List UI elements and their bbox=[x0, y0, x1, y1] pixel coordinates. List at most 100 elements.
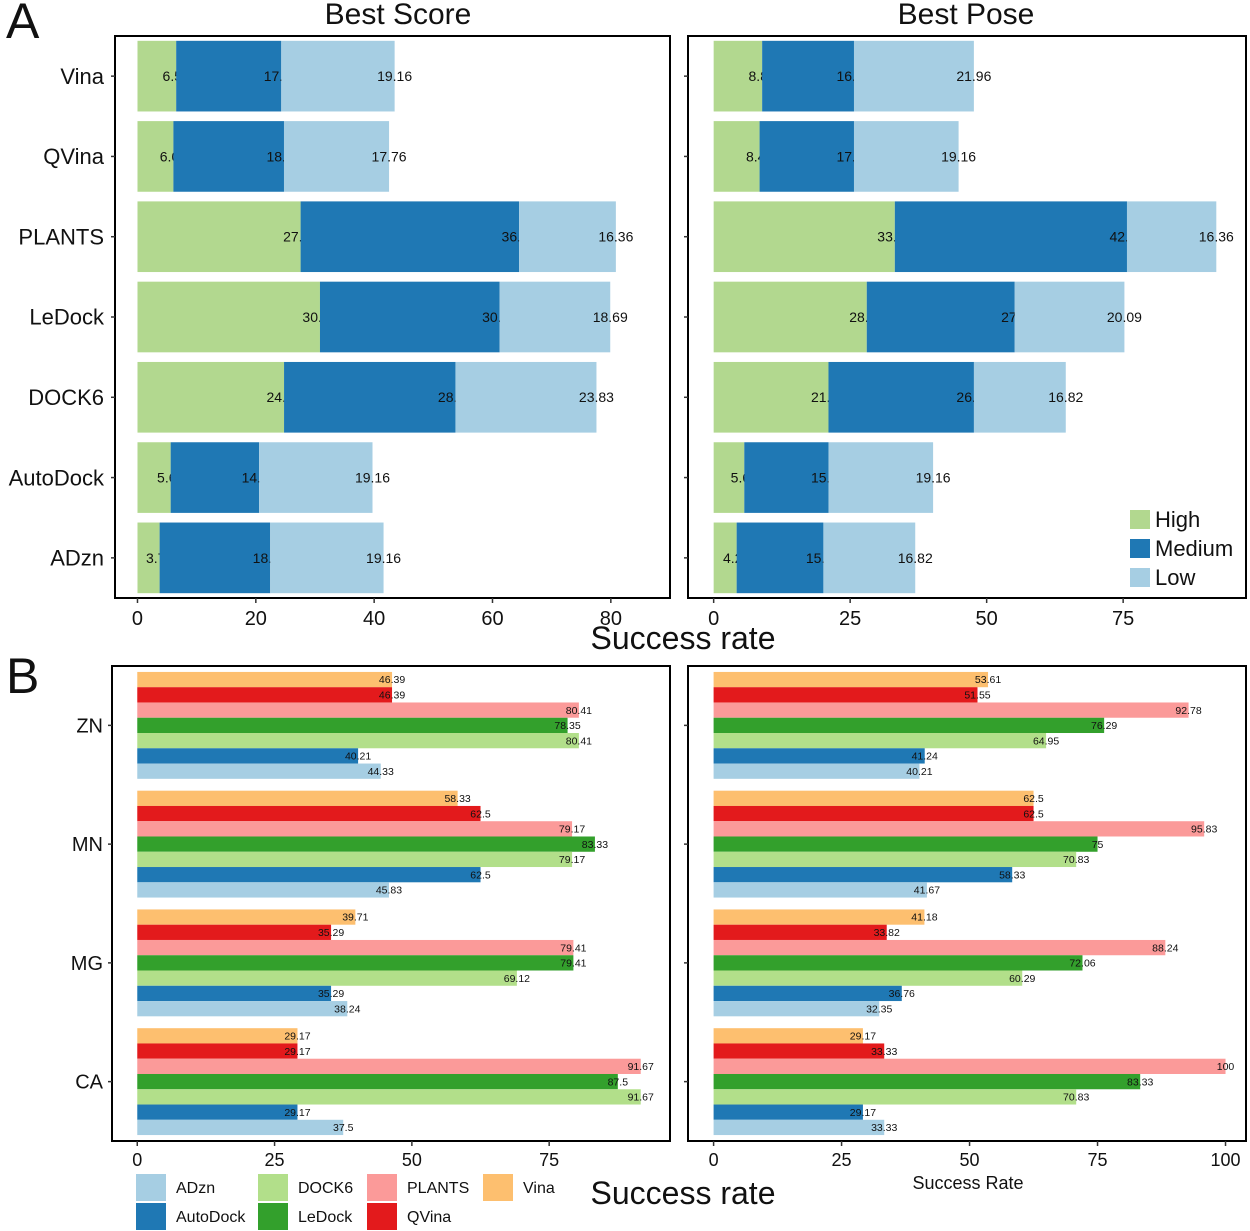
legend-quality: High Medium Low bbox=[1130, 507, 1233, 590]
chart-1-bar-ledock-medium bbox=[319, 281, 500, 353]
chart-3-value-label: 58.33 bbox=[444, 793, 470, 805]
chart-3-bar-mn-ledock bbox=[137, 836, 595, 852]
legend-swatch-plants bbox=[367, 1174, 397, 1201]
chart-3-value-label: 80.41 bbox=[566, 735, 592, 747]
chart-1-value-label: 19.16 bbox=[366, 550, 401, 566]
legend-label-dock6: DOCK6 bbox=[298, 1180, 353, 1197]
chart-3-bar-mn-vina bbox=[137, 790, 458, 806]
chart-1-bar-adzn-medium bbox=[159, 522, 271, 594]
chart-3-bar-ca-vina bbox=[137, 1028, 298, 1044]
chart-2-value-label: 19.16 bbox=[941, 148, 976, 164]
chart-4: 53.61 51.55 92.78 76.29 64.95 41.24 40.21 62.5 6… bbox=[684, 665, 1247, 1193]
legend-swatch-autodock bbox=[136, 1203, 166, 1230]
chart-2-bar-autodock-high bbox=[713, 442, 745, 513]
chart-4-bar-ca-dock6 bbox=[713, 1089, 1077, 1105]
chart-2-value-label: 16.82 bbox=[1048, 389, 1083, 405]
chart-3-x-tick-label: 50 bbox=[402, 1150, 422, 1170]
chart-4-value-label: 75 bbox=[1092, 839, 1104, 851]
chart-4-value-label: 33.82 bbox=[874, 927, 900, 939]
chart-4-value-label: 62.5 bbox=[1023, 793, 1044, 805]
chart-4-x-tick-label: 75 bbox=[1088, 1150, 1108, 1170]
chart-1-bar-vina-low bbox=[281, 40, 395, 112]
chart-4-bar-zn-adzn bbox=[713, 763, 920, 779]
legend-swatch-dock6 bbox=[258, 1174, 288, 1201]
chart-3-bar-zn-dock6 bbox=[137, 733, 579, 749]
chart-3-bar-ca-qvina bbox=[137, 1043, 298, 1059]
legend-swatch-high bbox=[1130, 510, 1150, 529]
chart-1-bar-vina-high bbox=[137, 40, 177, 112]
chart-4-value-label: 41.18 bbox=[911, 912, 937, 924]
chart-1-value-label: 16.36 bbox=[598, 229, 633, 245]
chart-4-x-axis-label: Success Rate bbox=[912, 1173, 1023, 1193]
chart-1-bar-dock6-medium bbox=[284, 361, 456, 433]
chart-3-value-label: 46.39 bbox=[379, 674, 405, 686]
chart-3-value-label: 44.33 bbox=[368, 766, 394, 778]
chart-3-value-label: 78.35 bbox=[554, 720, 580, 732]
chart-4-bar-zn-qvina bbox=[713, 687, 978, 703]
chart-4-bar-ca-plants bbox=[713, 1058, 1226, 1074]
chart-3-bar-zn-adzn bbox=[137, 763, 381, 779]
legend-label-qvina: QVina bbox=[407, 1209, 451, 1226]
chart-4-value-label: 53.61 bbox=[975, 674, 1001, 686]
chart-4-bar-mn-dock6 bbox=[713, 851, 1077, 868]
chart-3-value-label: 40.21 bbox=[345, 751, 371, 763]
chart-3: 46.39 46.39 80.41 78.35 80.41 40.21 44.33 58.33… bbox=[71, 665, 775, 1211]
chart-4-bar-zn-vina bbox=[713, 671, 989, 688]
chart-1-bar-vina-medium bbox=[176, 40, 282, 112]
chart-1-bar-autodock-medium bbox=[170, 442, 260, 513]
chart-1-category-label: Vina bbox=[60, 64, 104, 89]
chart-3-value-label: 87.5 bbox=[608, 1076, 629, 1088]
chart-3-value-label: 91.67 bbox=[628, 1092, 654, 1104]
chart-3-bar-ca-autodock bbox=[137, 1104, 298, 1120]
chart-4-bar-mg-autodock bbox=[713, 985, 902, 1002]
panel-label-b: B bbox=[6, 648, 39, 704]
chart-3-value-label: 79.41 bbox=[560, 958, 586, 970]
legend-label-adzn: ADzn bbox=[176, 1180, 215, 1197]
chart-3-value-label: 37.5 bbox=[333, 1122, 354, 1134]
chart-3-value-label: 79.17 bbox=[559, 824, 585, 836]
chart-3-value-label: 45.83 bbox=[376, 885, 402, 897]
chart-3-bar-mn-dock6 bbox=[137, 851, 573, 868]
chart-4-value-label: 29.17 bbox=[850, 1107, 876, 1119]
panel-label-a: A bbox=[6, 0, 40, 49]
chart-1-bar-adzn-low bbox=[270, 522, 384, 594]
chart-3-bar-zn-autodock bbox=[137, 748, 359, 764]
chart-4-bar-zn-autodock bbox=[713, 748, 925, 764]
chart-4-bar-mn-ledock bbox=[713, 836, 1098, 852]
chart-4-value-label: 60.29 bbox=[1009, 973, 1035, 985]
chart-1-value-label: 19.16 bbox=[377, 68, 412, 84]
chart-4-frame bbox=[687, 665, 1247, 1142]
chart-2-bar-adzn-low bbox=[823, 522, 916, 594]
chart-1-bar-dock6-high bbox=[137, 361, 285, 433]
chart-3-value-label: 29.17 bbox=[284, 1046, 310, 1058]
chart-2-bar-adzn-medium bbox=[736, 522, 824, 594]
chart-4-bar-ca-ledock bbox=[713, 1073, 1141, 1090]
chart-4-bar-mn-vina bbox=[713, 790, 1034, 806]
chart-1-value-label: 17.76 bbox=[372, 148, 407, 164]
chart-3-bar-ca-adzn bbox=[137, 1119, 344, 1136]
chart-4-bar-mg-ledock bbox=[713, 955, 1083, 971]
chart-1-bar-qvina-low bbox=[283, 121, 390, 192]
chart-2-x-tick-label: 50 bbox=[976, 608, 998, 630]
chart-2-value-label: 19.16 bbox=[916, 469, 951, 485]
chart-3-bar-mn-autodock bbox=[137, 867, 481, 883]
chart-3-value-label: 79.41 bbox=[560, 942, 586, 954]
legend-label-autodock: AutoDock bbox=[176, 1209, 246, 1226]
chart-4-value-label: 58.33 bbox=[999, 869, 1025, 881]
chart-3-category-label: MG bbox=[71, 953, 103, 975]
chart-4-bar-mg-plants bbox=[713, 939, 1166, 956]
legend-programs: ADzn AutoDock DOCK6 LeDock PLANTS QVina Vina bbox=[136, 1174, 555, 1230]
chart-2-bar-qvina-high bbox=[713, 121, 760, 192]
chart-4-bar-ca-adzn bbox=[713, 1119, 885, 1136]
legend-swatch-low bbox=[1130, 568, 1150, 587]
charts-layer: 6.5417.7619.166.0718.6917.7627.5736.9216… bbox=[9, 0, 1247, 1230]
chart-1-bar-plants-high bbox=[137, 201, 301, 273]
chart-4-value-label: 72.06 bbox=[1069, 958, 1095, 970]
chart-3-bar-ca-ledock bbox=[137, 1073, 618, 1090]
chart-2-title: Best Pose bbox=[898, 0, 1035, 31]
chart-1-value-label: 19.16 bbox=[355, 469, 390, 485]
chart-4-bar-zn-ledock bbox=[713, 717, 1105, 734]
chart-4-value-label: 33.33 bbox=[871, 1046, 897, 1058]
legend-label-high: High bbox=[1155, 507, 1200, 532]
chart-4-x-tick-label: 25 bbox=[832, 1150, 852, 1170]
